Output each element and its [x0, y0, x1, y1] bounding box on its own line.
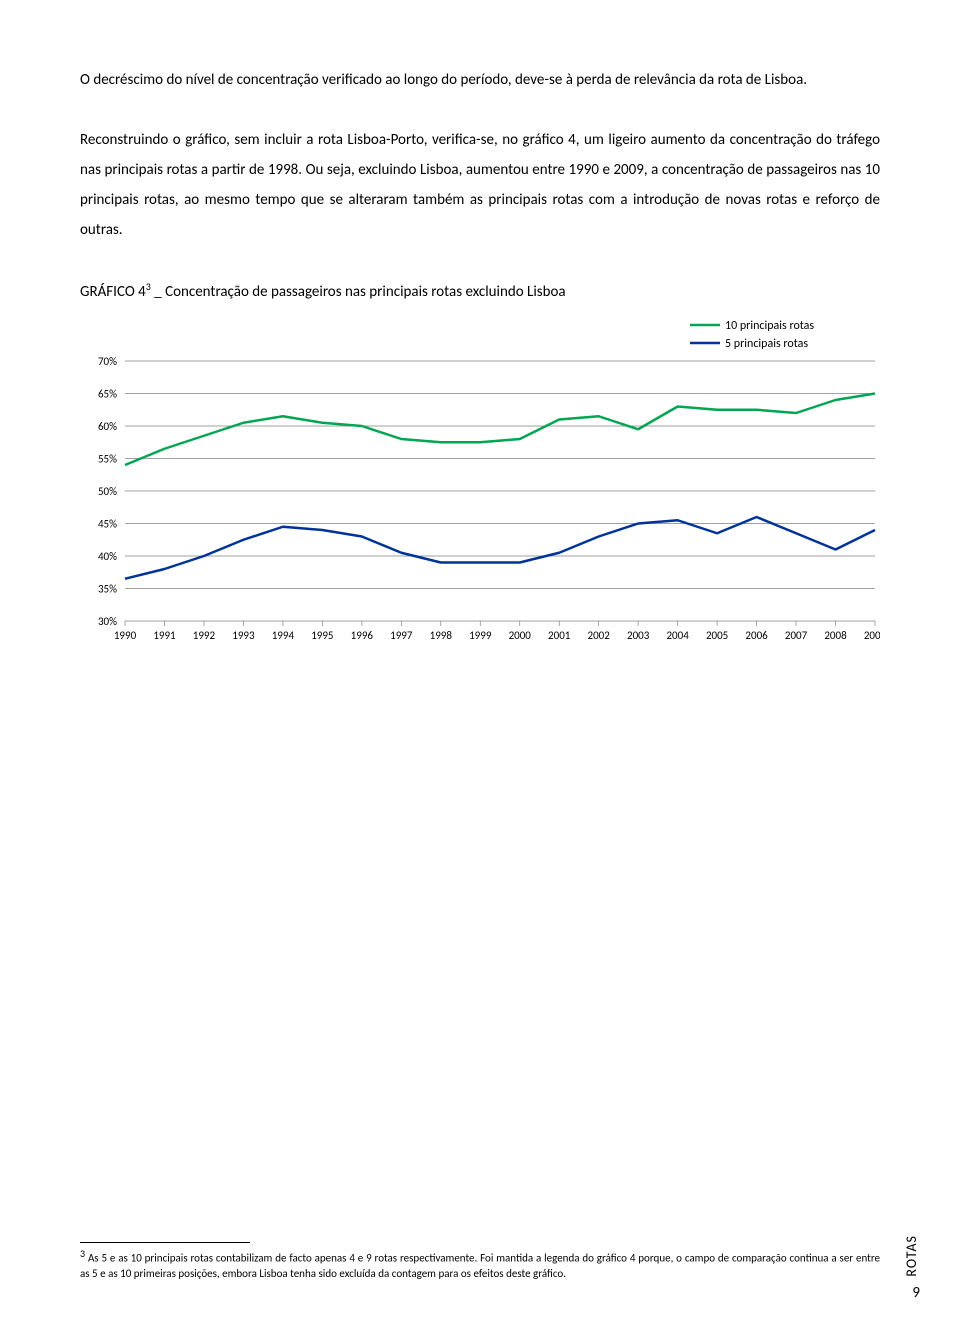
svg-text:2008: 2008: [824, 629, 847, 642]
svg-text:35%: 35%: [98, 583, 117, 596]
svg-text:1990: 1990: [114, 629, 137, 642]
paragraph-1: O decréscimo do nível de concentração ve…: [80, 65, 880, 95]
footnote: 3 As 5 e as 10 principais rotas contabil…: [80, 1247, 880, 1281]
side-label: ROTAS: [903, 1235, 920, 1277]
svg-text:1993: 1993: [232, 629, 255, 642]
svg-text:2005: 2005: [706, 629, 728, 642]
svg-text:70%: 70%: [98, 355, 117, 368]
svg-text:1992: 1992: [193, 629, 216, 642]
chart-title-prefix: GRÁFICO 4: [80, 283, 146, 301]
svg-text:1997: 1997: [390, 629, 413, 642]
svg-text:55%: 55%: [98, 453, 117, 466]
page-number: 9: [912, 1284, 920, 1302]
svg-text:50%: 50%: [98, 485, 117, 498]
svg-text:65%: 65%: [98, 388, 117, 401]
chart-container: 30% 35% 40% 45% 50% 55% 60% 65% 70% 1990 1991 1992 1…: [80, 311, 880, 661]
svg-text:5 principais rotas: 5 principais rotas: [725, 337, 808, 351]
svg-text:2007: 2007: [785, 629, 808, 642]
footnote-sup: 3: [80, 1247, 85, 1260]
svg-text:1996: 1996: [351, 629, 374, 642]
svg-text:1995: 1995: [311, 629, 333, 642]
svg-text:1991: 1991: [153, 629, 176, 642]
svg-text:1998: 1998: [430, 629, 453, 642]
svg-text:2001: 2001: [548, 629, 571, 642]
chart-title-suffix: _ Concentração de passageiros nas princi…: [151, 283, 566, 301]
svg-text:1994: 1994: [272, 629, 295, 642]
svg-text:1999: 1999: [469, 629, 492, 642]
svg-text:2003: 2003: [627, 629, 650, 642]
footnote-rule: [80, 1242, 250, 1243]
footnote-text: As 5 e as 10 principais rotas contabiliz…: [80, 1251, 880, 1279]
svg-text:30%: 30%: [98, 615, 117, 628]
chart-title: GRÁFICO 43 _ Concentração de passageiros…: [80, 280, 880, 301]
paragraph-2: Reconstruindo o gráfico, sem incluir a r…: [80, 125, 880, 245]
svg-text:2004: 2004: [666, 629, 689, 642]
svg-text:2000: 2000: [509, 629, 532, 642]
svg-text:60%: 60%: [98, 420, 117, 433]
svg-text:45%: 45%: [98, 518, 117, 531]
svg-text:2009: 2009: [864, 629, 880, 642]
svg-text:2002: 2002: [588, 629, 611, 642]
svg-text:2006: 2006: [745, 629, 768, 642]
svg-text:40%: 40%: [98, 550, 117, 563]
line-chart: 30% 35% 40% 45% 50% 55% 60% 65% 70% 1990 1991 1992 1…: [80, 311, 880, 661]
svg-text:10 principais rotas: 10 principais rotas: [725, 319, 814, 333]
